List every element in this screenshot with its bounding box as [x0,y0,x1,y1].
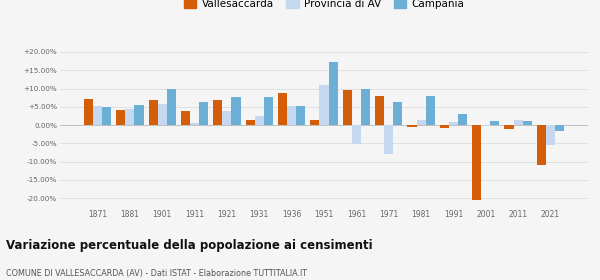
Bar [232,97,241,125]
Bar [393,102,402,125]
Bar [537,125,546,165]
Bar [546,125,555,145]
Bar [255,116,264,125]
Bar [296,106,305,125]
Bar [223,111,232,125]
Bar [407,125,416,127]
Bar [458,114,467,125]
Bar [134,105,143,125]
Bar [125,109,134,125]
Bar [116,110,125,125]
Bar [149,100,158,125]
Bar [343,90,352,125]
Bar [449,122,458,125]
Bar [523,121,532,125]
Bar [246,120,255,125]
Bar [375,96,384,125]
Bar [352,125,361,144]
Text: COMUNE DI VALLESACCARDA (AV) - Dati ISTAT - Elaborazione TUTTITALIA.IT: COMUNE DI VALLESACCARDA (AV) - Dati ISTA… [6,269,307,278]
Bar [190,123,199,125]
Bar [278,93,287,125]
Bar [384,125,393,153]
Bar [264,97,273,125]
Bar [416,120,425,125]
Bar [84,99,93,125]
Bar [287,106,296,125]
Bar [505,125,514,129]
Bar [319,85,329,125]
Bar [214,100,223,125]
Bar [102,107,111,125]
Bar [481,125,490,126]
Legend: Vallesaccarda, Provincia di AV, Campania: Vallesaccarda, Provincia di AV, Campania [179,0,469,13]
Bar [167,89,176,125]
Bar [199,102,208,125]
Text: Variazione percentuale della popolazione ai censimenti: Variazione percentuale della popolazione… [6,239,373,252]
Bar [514,120,523,125]
Bar [490,121,499,125]
Bar [361,89,370,125]
Bar [425,96,434,125]
Bar [310,120,319,125]
Bar [158,104,167,125]
Bar [472,125,481,200]
Bar [555,125,564,131]
Bar [181,111,190,125]
Bar [93,106,102,125]
Bar [329,62,338,125]
Bar [440,125,449,128]
